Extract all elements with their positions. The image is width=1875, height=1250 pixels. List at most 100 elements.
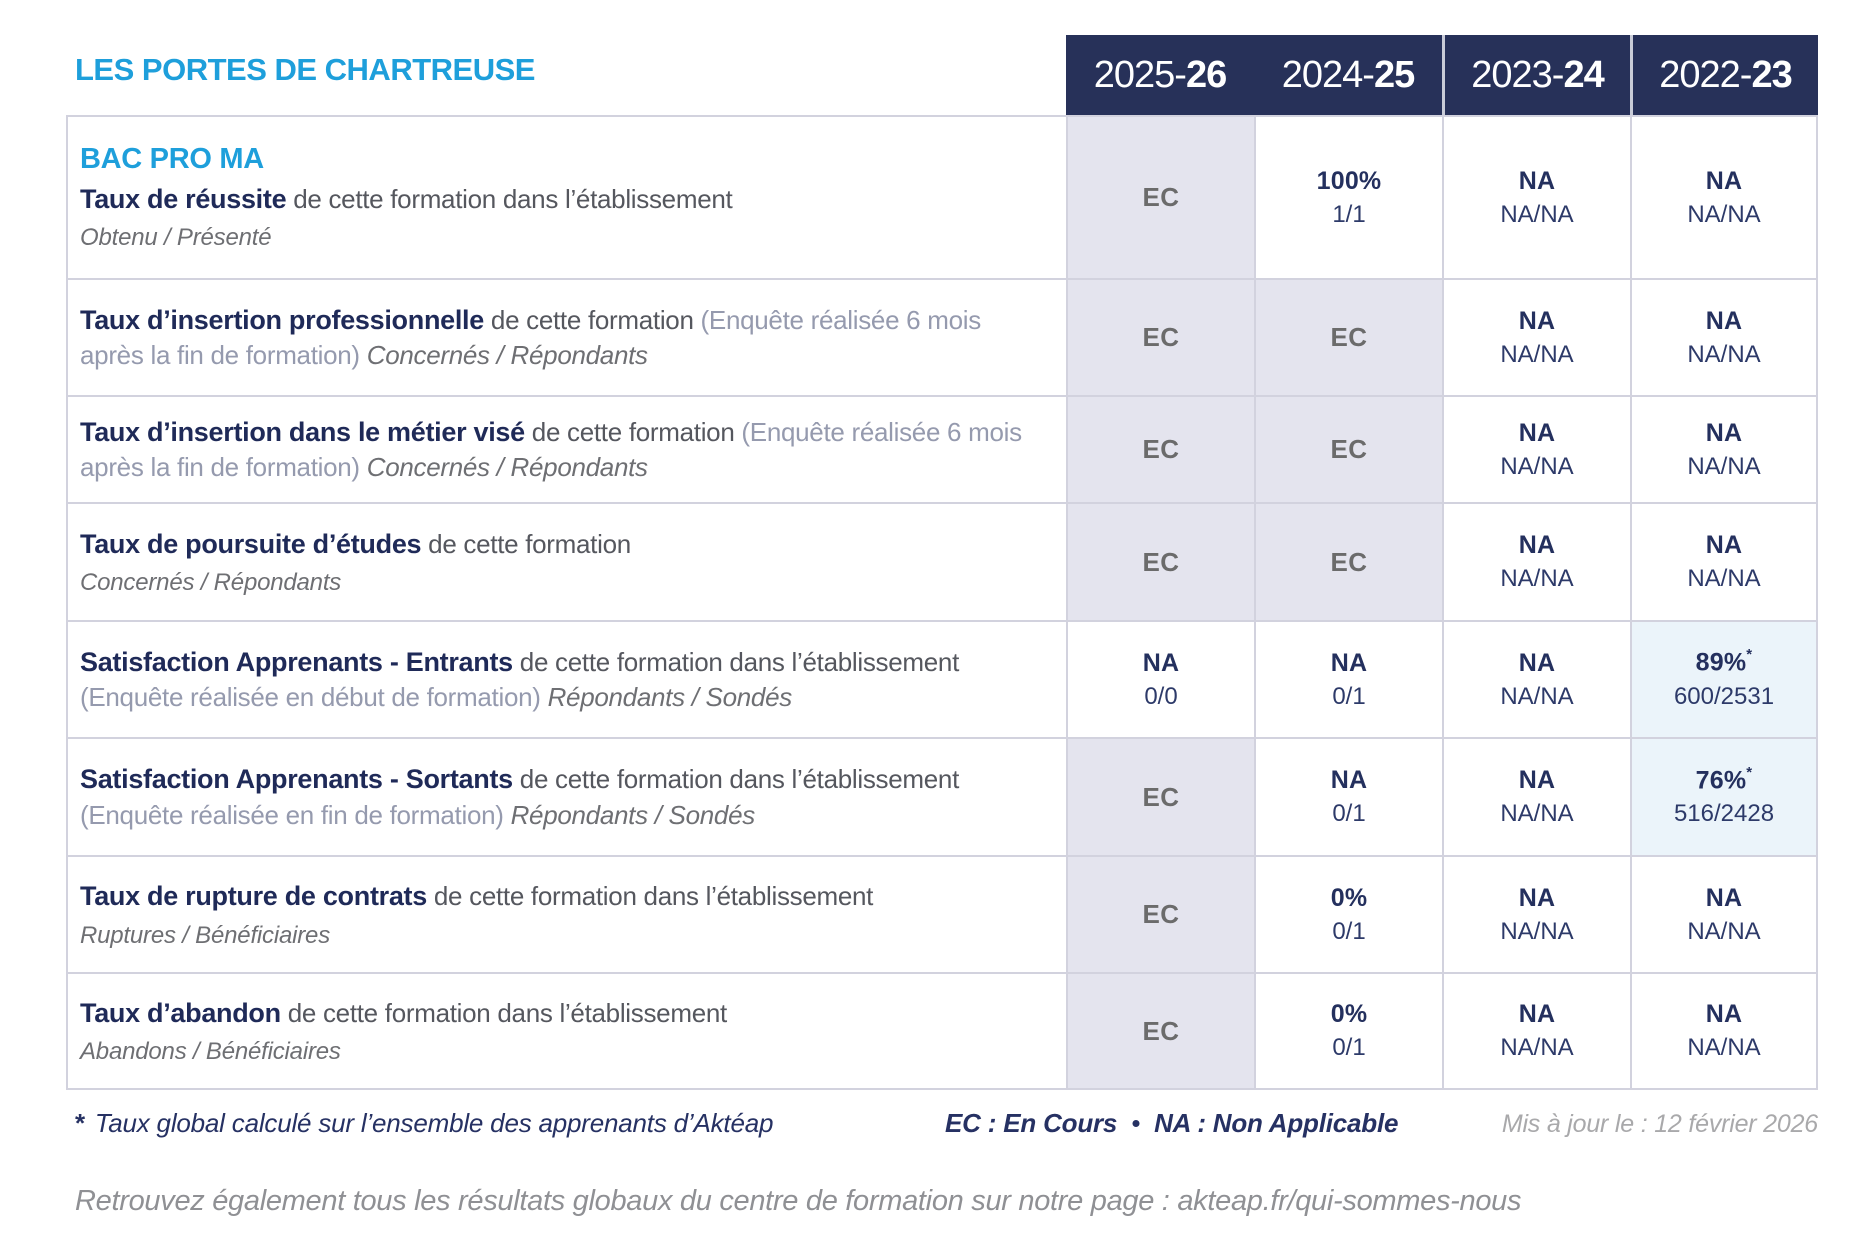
cell-subvalue: 0/1: [1332, 800, 1366, 827]
cell-value: NA: [1706, 884, 1743, 913]
abbreviation-legend: EC : En Cours • NA : Non Applicable: [945, 1108, 1398, 1139]
cell-value: NA: [1519, 531, 1556, 560]
data-cell-taux-insertion-professionnelle-col4: NA NA/NA: [1630, 278, 1818, 395]
cell-value: NA: [1706, 307, 1743, 336]
data-cell-taux-insertion-professionnelle-col2: EC: [1254, 278, 1442, 395]
cell-value-text: NA: [1518, 1000, 1556, 1028]
metric-label: Taux d’insertion professionnelle de cett…: [80, 303, 1048, 373]
cell-value-text: EC: [1142, 182, 1180, 212]
cell-value-text: NA: [1518, 418, 1556, 447]
data-cell-satisfaction-apprenants-sortants-col4: 76%* 516/2428: [1630, 737, 1818, 855]
cell-value: NA: [1706, 419, 1743, 448]
asterisk: *: [1746, 763, 1753, 781]
cell-value-text: EC: [1142, 1015, 1180, 1046]
label-segment: de cette formation: [524, 416, 742, 447]
footnote-text: Taux global calculé sur l’ensemble des a…: [94, 1108, 774, 1138]
cell-value: NA: [1519, 419, 1556, 448]
header-year-2022-23: 2022- 23: [1630, 35, 1818, 115]
label-segment: (Enquête réalisée en début de formation): [80, 682, 548, 713]
metric-label: Taux de poursuite d’études de cette form…: [80, 527, 1048, 563]
data-cell-satisfaction-apprenants-entrants-col2: NA 0/1: [1254, 620, 1442, 737]
website-link[interactable]: akteap.fr/qui-sommes-nous: [1177, 1185, 1522, 1217]
label-segment: de cette formation dans l’établissement: [280, 997, 728, 1028]
row-label-satisfaction-apprenants-sortants: Satisfaction Apprenants - Sortants de ce…: [66, 737, 1066, 855]
cell-value: NA: [1706, 167, 1743, 196]
bottom-text: Retrouvez également tous les résultats g…: [75, 1185, 1178, 1217]
label-segment: Taux d’insertion professionnelle: [80, 304, 484, 335]
label-segment: de cette formation: [421, 528, 631, 559]
cell-value: 89%*: [1696, 646, 1753, 677]
cell-subvalue: 0/1: [1332, 917, 1366, 945]
legend-na: NA : Non Applicable: [1154, 1108, 1399, 1138]
cell-subvalue: NA/NA: [1500, 917, 1574, 945]
cell-value-text: EC: [1142, 322, 1180, 352]
header-years-group: 2025- 26 2024- 25: [1066, 35, 1442, 115]
cell-value: EC: [1142, 322, 1179, 353]
label-segment: (Enquête réalisée 6 mois après la fin de…: [80, 304, 981, 371]
label-segment: Satisfaction Apprenants - Entrants: [80, 646, 513, 677]
cell-value: EC: [1330, 547, 1367, 578]
asterisk: *: [75, 1108, 85, 1138]
cell-value: NA: [1331, 766, 1368, 795]
label-segment: (Enquête réalisée en fin de formation): [80, 799, 511, 830]
data-cell-taux-insertion-professionnelle-col3: NA NA/NA: [1442, 278, 1630, 395]
label-segment: Taux d’insertion dans le métier visé: [80, 416, 525, 447]
year-label: 2023- 24: [1445, 54, 1630, 97]
data-cell-taux-de-reussite-col3: NA NA/NA: [1442, 115, 1630, 278]
metric-label: Satisfaction Apprenants - Entrants de ce…: [80, 645, 1048, 715]
data-cell-taux-rupture-contrats-col2: 0% 0/1: [1254, 855, 1442, 972]
cell-value-text: NA: [1518, 166, 1556, 195]
cell-subvalue: NA/NA: [1687, 452, 1761, 480]
cell-value-text: NA: [1705, 166, 1743, 195]
row-label-taux-insertion-metier-vise: Taux d’insertion dans le métier visé de …: [66, 395, 1066, 502]
cell-value-text: EC: [1142, 434, 1180, 464]
bullet-separator: •: [1131, 1108, 1141, 1138]
metric-subline: Ruptures / Bénéficiaires: [80, 921, 330, 949]
cell-subvalue: NA/NA: [1687, 565, 1761, 592]
metric-label: Taux de réussite de cette formation dans…: [80, 182, 1048, 218]
year-suffix: 26: [1185, 53, 1227, 96]
cell-value: EC: [1142, 899, 1179, 930]
cell-value-text: EC: [1330, 322, 1368, 352]
cell-value-text: NA: [1142, 648, 1180, 677]
label-segment: Concernés / Répondants: [366, 452, 648, 483]
label-segment: de cette formation dans l’établissement: [426, 881, 874, 912]
cell-value-text: NA: [1330, 766, 1368, 794]
data-cell-taux-rupture-contrats-col3: NA NA/NA: [1442, 855, 1630, 972]
label-segment: Taux de poursuite d’études: [80, 528, 422, 559]
cell-value: 76%*: [1696, 763, 1753, 795]
cell-subvalue: NA/NA: [1500, 682, 1574, 710]
label-segment: Concernés / Répondants: [366, 340, 648, 371]
year-prefix: 2024-: [1281, 53, 1375, 96]
cell-value: EC: [1142, 782, 1179, 813]
label-segment: de cette formation dans l’établissement: [512, 764, 960, 795]
year-suffix: 23: [1751, 53, 1792, 96]
cell-subvalue: NA/NA: [1687, 340, 1761, 368]
data-cell-taux-rupture-contrats-col4: NA NA/NA: [1630, 855, 1818, 972]
last-updated: Mis à jour le : 12 février 2026: [1501, 1110, 1818, 1138]
cell-subvalue: NA/NA: [1500, 1034, 1574, 1061]
cell-value-text: 0%: [1330, 883, 1368, 912]
cell-value-text: NA: [1330, 648, 1368, 677]
cell-value: 0%: [1331, 1000, 1368, 1029]
row-label-satisfaction-apprenants-entrants: Satisfaction Apprenants - Entrants de ce…: [66, 620, 1066, 737]
data-cell-satisfaction-apprenants-entrants-col4: 89%* 600/2531: [1630, 620, 1818, 737]
cell-value: EC: [1142, 547, 1179, 578]
data-cell-taux-poursuite-etudes-col2: EC: [1254, 502, 1442, 620]
cell-value: EC: [1330, 322, 1367, 353]
row-label-taux-insertion-professionnelle: Taux d’insertion professionnelle de cett…: [66, 278, 1066, 395]
label-segment: de cette formation dans l’établissement: [512, 646, 960, 677]
label-segment: de cette formation: [483, 304, 701, 335]
data-cell-taux-de-reussite-col4: NA NA/NA: [1630, 115, 1818, 278]
cell-subvalue: NA/NA: [1500, 452, 1574, 480]
metric-label: Taux d’insertion dans le métier visé de …: [80, 415, 1048, 485]
cell-value-text: EC: [1142, 781, 1180, 812]
year-prefix: 2025-: [1093, 53, 1187, 96]
data-cell-taux-poursuite-etudes-col1: EC: [1066, 502, 1254, 620]
cell-value: NA: [1519, 1000, 1556, 1029]
data-cell-taux-insertion-metier-vise-col2: EC: [1254, 395, 1442, 502]
cell-value: NA: [1143, 649, 1180, 678]
year-prefix: 2022-: [1659, 53, 1752, 96]
cell-value-text: NA: [1518, 306, 1556, 335]
